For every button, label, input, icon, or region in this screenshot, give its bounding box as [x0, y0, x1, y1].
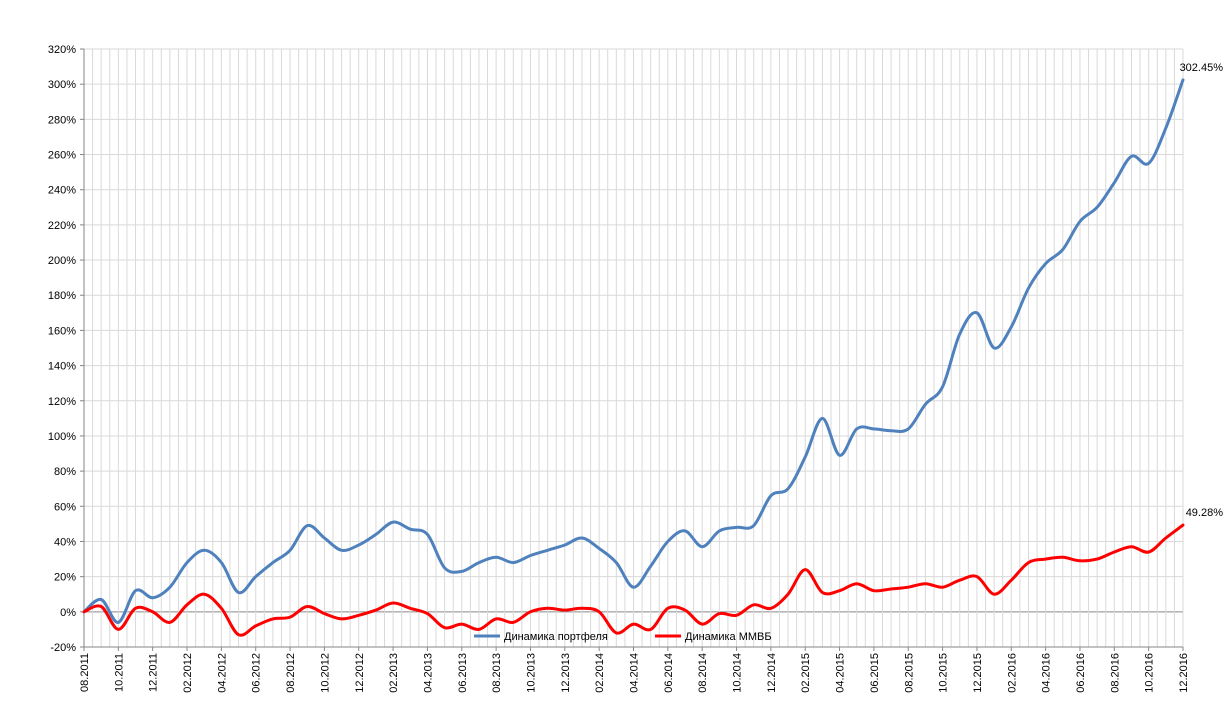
y-tick-label: -20%	[50, 642, 76, 654]
x-tick-label: 04.2013	[422, 653, 434, 693]
y-tick-label: 280%	[48, 114, 76, 126]
x-tick-label: 02.2015	[800, 653, 812, 693]
x-tick-label: 04.2015	[835, 653, 847, 693]
y-tick-label: 220%	[48, 220, 76, 232]
legend-label-2: Динамика ММВБ	[685, 631, 772, 643]
x-tick-label: 04.2016	[1041, 653, 1053, 693]
x-tick-label: 04.2012	[216, 653, 228, 693]
x-tick-label: 08.2011	[79, 653, 91, 692]
x-tick-label: 02.2014	[594, 653, 606, 693]
x-tick-label: 04.2014	[629, 653, 641, 693]
y-tick-label: 60%	[54, 501, 76, 513]
series-line-2	[82, 523, 1185, 637]
legend-label-1: Динамика портфеля	[504, 631, 608, 643]
y-tick-label: 40%	[54, 536, 76, 548]
legend: Динамика портфеля Динамика ММВБ	[474, 631, 772, 643]
y-tick-label: 180%	[48, 290, 76, 302]
x-tick-label: 06.2015	[869, 653, 881, 693]
end-labels: 302.45% 49.28%	[1180, 62, 1224, 519]
x-tick-label: 10.2012	[319, 653, 331, 693]
x-tick-label: 02.2016	[1006, 653, 1018, 693]
x-tick-label: 08.2012	[285, 653, 297, 693]
y-tick-label: 100%	[48, 431, 76, 443]
x-tick-label: 10.2011	[113, 653, 125, 692]
y-tick-label: 0%	[60, 607, 76, 619]
y-tick-label: 140%	[48, 361, 76, 373]
x-tick-label: 02.2012	[182, 653, 194, 693]
x-tick-label: 12.2013	[560, 653, 572, 693]
end-value-label-1: 302.45%	[1180, 62, 1224, 74]
x-tick-label: 08.2015	[903, 653, 915, 693]
y-tick-label: 320%	[48, 44, 76, 56]
x-tick-label: 12.2011	[148, 653, 160, 692]
y-tick-label: 240%	[48, 185, 76, 197]
x-tick-label: 08.2013	[491, 653, 503, 693]
x-tick-label: 06.2014	[663, 653, 675, 693]
y-tick-label: 120%	[48, 396, 76, 408]
y-tick-label: 300%	[48, 79, 76, 91]
x-tick-label: 10.2013	[525, 653, 537, 693]
y-tick-label: 80%	[54, 466, 76, 478]
y-tick-label: 160%	[48, 325, 76, 337]
x-tick-label: 12.2016	[1178, 653, 1190, 693]
x-tick-label: 10.2014	[732, 653, 744, 693]
x-tick-label: 06.2012	[251, 653, 263, 693]
y-tick-label: 200%	[48, 255, 76, 267]
x-tick-label: 06.2016	[1075, 653, 1087, 693]
gridlines	[83, 48, 1184, 648]
x-tick-label: 08.2016	[1109, 653, 1121, 693]
x-tick-label: 08.2014	[697, 653, 709, 693]
x-axis: 08.2011 10.2011 12.2011 02.2012 04.2012 06.20…	[79, 646, 1190, 693]
y-tick-label: 260%	[48, 150, 76, 162]
end-value-label-2: 49.28%	[1186, 507, 1224, 519]
x-tick-label: 02.2013	[388, 653, 400, 693]
x-tick-label: 10.2016	[1144, 653, 1156, 693]
series-line-1	[82, 78, 1185, 624]
x-tick-label: 06.2013	[457, 653, 469, 693]
x-tick-label: 12.2012	[354, 653, 366, 693]
y-tick-label: 20%	[54, 572, 76, 584]
x-tick-label: 12.2014	[766, 653, 778, 693]
series-layer	[82, 78, 1185, 637]
y-axis: -20% 0% 20% 40% 60% 80% 100% 120% 140% 160% 180% 20…	[48, 44, 85, 654]
x-tick-label: 10.2015	[938, 653, 950, 693]
x-tick-label: 12.2015	[972, 653, 984, 693]
